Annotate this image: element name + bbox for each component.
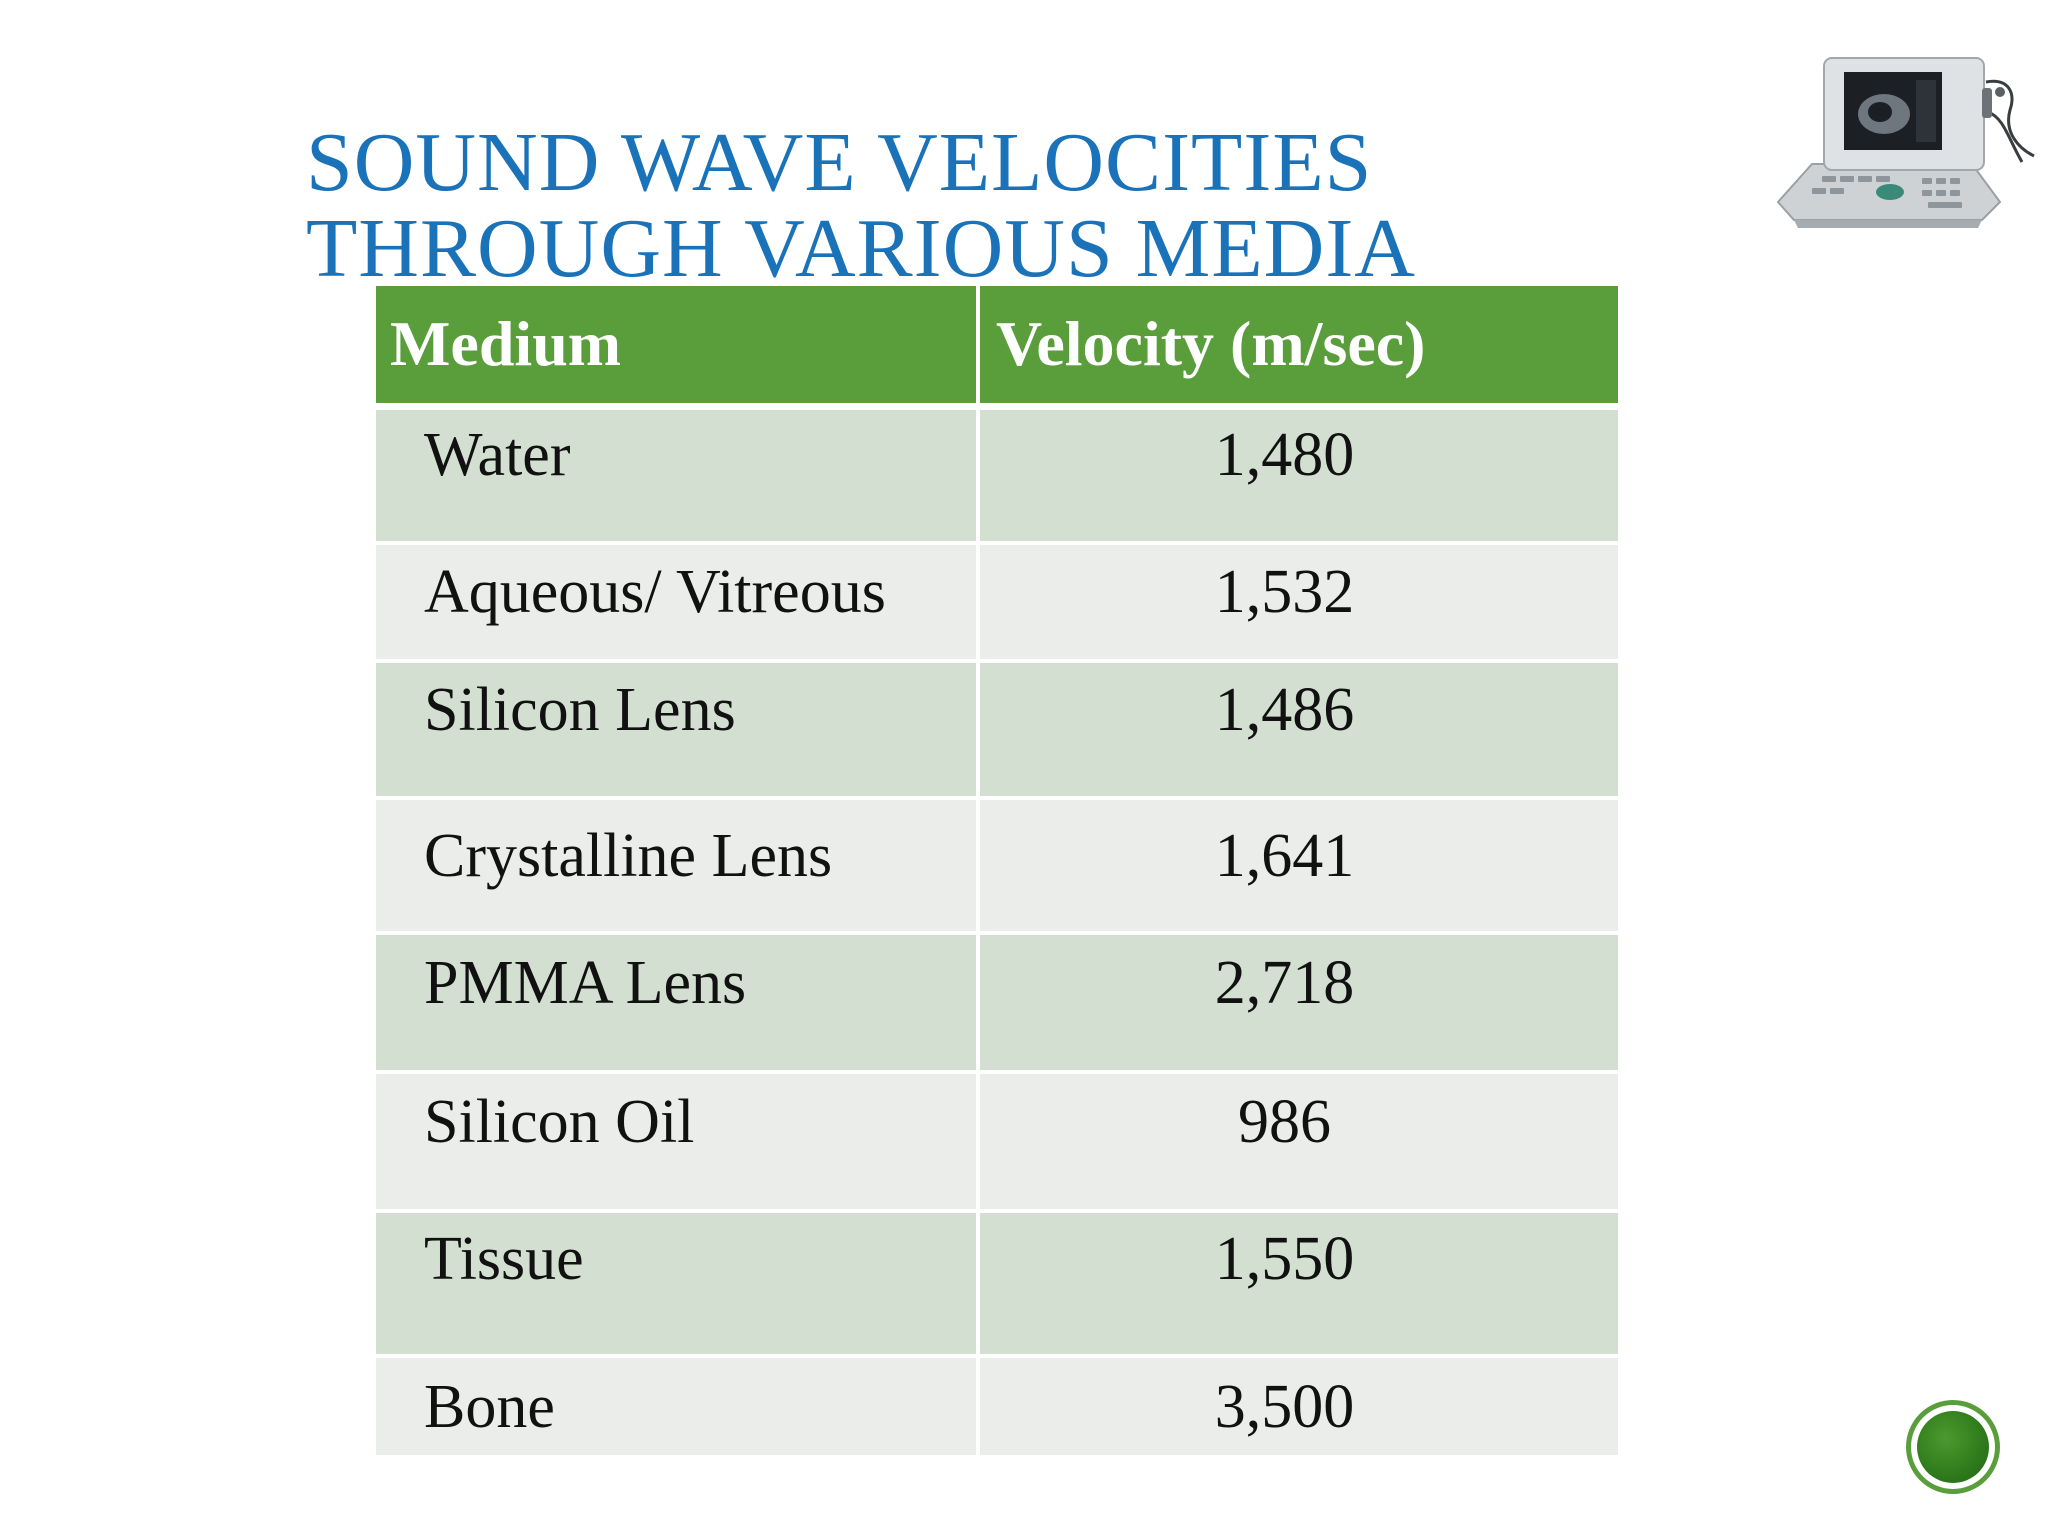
table-row: Bone 3,500 (376, 1356, 1618, 1455)
cell-medium: Tissue (376, 1211, 980, 1358)
slide-title-line-2: THROUGH VARIOUS MEDIA (306, 202, 1416, 295)
table-row: PMMA Lens 2,718 (376, 933, 1618, 1074)
cell-medium: Aqueous/ Vitreous (376, 543, 980, 663)
cell-medium: Crystalline Lens (376, 798, 980, 935)
cell-velocity: 3,500 (978, 1356, 1618, 1455)
velocity-table: Medium Velocity (m/sec) Water 1,480 Aque… (376, 286, 1618, 1455)
cell-velocity: 1,532 (978, 543, 1618, 663)
ultrasound-machine-icon (1776, 57, 2035, 228)
cell-medium: Water (376, 406, 980, 545)
cell-velocity: 1,486 (978, 661, 1618, 800)
slide-title-line-1: SOUND WAVE VELOCITIES (306, 116, 1373, 209)
table-header-row: Medium Velocity (m/sec) (376, 286, 1618, 410)
slide-title: SOUND WAVE VELOCITIES THROUGH VARIOUS ME… (306, 120, 1416, 292)
header-medium: Medium (376, 286, 980, 410)
cell-medium: Silicon Lens (376, 661, 980, 800)
table-row: Tissue 1,550 (376, 1211, 1618, 1358)
cell-velocity: 1,641 (978, 798, 1618, 935)
table-row: Crystalline Lens 1,641 (376, 798, 1618, 935)
cell-velocity: 1,480 (978, 406, 1618, 545)
table-row: Silicon Lens 1,486 (376, 661, 1618, 800)
cell-medium: PMMA Lens (376, 933, 980, 1074)
cell-velocity: 986 (978, 1072, 1618, 1213)
table-row: Water 1,480 (376, 406, 1618, 545)
cell-velocity: 2,718 (978, 933, 1618, 1074)
next-slide-button[interactable] (1906, 1400, 2000, 1494)
cell-velocity: 1,550 (978, 1211, 1618, 1358)
cell-medium: Silicon Oil (376, 1072, 980, 1213)
green-circle-icon (1917, 1411, 1989, 1483)
table-row: Silicon Oil 986 (376, 1072, 1618, 1213)
header-velocity: Velocity (m/sec) (978, 286, 1618, 410)
table-row: Aqueous/ Vitreous 1,532 (376, 543, 1618, 663)
cell-medium: Bone (376, 1356, 980, 1455)
